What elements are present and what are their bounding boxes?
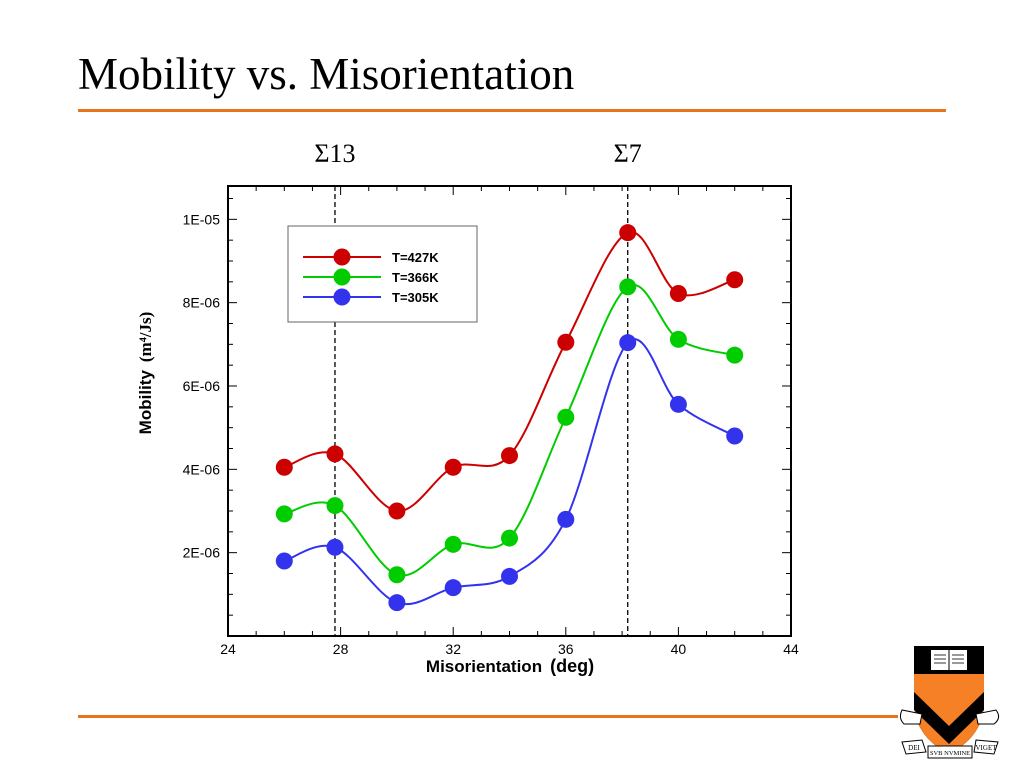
data-point bbox=[444, 458, 462, 476]
shield-chevron bbox=[914, 692, 984, 744]
x-tick-label: 40 bbox=[671, 641, 687, 657]
motto-right: VIGET bbox=[976, 744, 998, 752]
x-tick-label: 24 bbox=[220, 641, 236, 657]
legend-marker bbox=[333, 268, 351, 286]
sigma7-label: Σ7 bbox=[614, 139, 642, 168]
data-point bbox=[726, 427, 744, 445]
mobility-chart: 24 28 32 36 40 44 2E-06 4E-06 6E-06 8E-06 1E-05 Mis… bbox=[136, 139, 799, 676]
x-tick-label: 36 bbox=[558, 641, 574, 657]
data-point bbox=[275, 458, 293, 476]
data-point bbox=[326, 445, 344, 463]
series-t-305k bbox=[275, 334, 744, 612]
data-point bbox=[501, 447, 518, 465]
legend-marker bbox=[333, 288, 351, 306]
y-axis-title: Mobility bbox=[136, 370, 155, 435]
data-point bbox=[619, 278, 637, 296]
motto-left: DEI bbox=[908, 744, 920, 752]
data-point bbox=[726, 271, 744, 289]
data-point bbox=[326, 538, 344, 556]
data-point bbox=[619, 224, 637, 242]
y-tick-label: 6E-06 bbox=[183, 378, 221, 394]
data-point bbox=[669, 395, 687, 413]
series-t-427k bbox=[275, 224, 744, 520]
series-line bbox=[284, 283, 735, 577]
y-axis-label: Mobility (m⁴/Js) bbox=[136, 312, 155, 435]
ribbon-left bbox=[899, 709, 923, 725]
data-point bbox=[669, 285, 687, 302]
y-tick-label: 4E-06 bbox=[183, 461, 221, 477]
x-axis-unit: (deg) bbox=[550, 656, 594, 676]
title-divider bbox=[78, 109, 946, 112]
ribbon-right bbox=[975, 709, 1000, 725]
slide-title: Mobility vs. Misorientation bbox=[78, 49, 575, 99]
data-point bbox=[557, 408, 575, 426]
data-point bbox=[388, 566, 406, 584]
data-point bbox=[501, 567, 518, 585]
footer-divider bbox=[78, 715, 898, 718]
series-line bbox=[283, 338, 736, 606]
series-line bbox=[283, 231, 736, 513]
x-axis-title: Misorientation bbox=[426, 657, 542, 676]
y-axis-unit: (m⁴/Js) bbox=[136, 312, 155, 362]
legend-label: T=427K bbox=[392, 250, 439, 265]
x-axis-label: Misorientation (deg) bbox=[426, 656, 594, 676]
data-point bbox=[275, 552, 293, 570]
data-point bbox=[326, 497, 344, 515]
data-point bbox=[388, 502, 406, 520]
data-point bbox=[557, 333, 575, 351]
y-tick-label: 1E-05 bbox=[183, 211, 221, 227]
x-tick-label: 44 bbox=[783, 641, 799, 657]
data-point bbox=[388, 594, 406, 612]
y-tick-label: 2E-06 bbox=[183, 545, 221, 561]
x-tick-label: 28 bbox=[333, 641, 349, 657]
princeton-shield-icon: DEI SVB NVMINE VIGET bbox=[899, 646, 1000, 759]
chart-panel: 24 28 32 36 40 44 2E-06 4E-06 6E-06 8E-06 1E-05 Mis… bbox=[128, 128, 808, 688]
data-point bbox=[275, 505, 293, 523]
sigma13-label: Σ13 bbox=[314, 139, 355, 168]
legend-box bbox=[287, 225, 478, 323]
y-tick-label: 8E-06 bbox=[183, 295, 221, 311]
legend-label: T=305K bbox=[392, 290, 439, 305]
legend-marker bbox=[333, 248, 351, 266]
data-point bbox=[444, 535, 462, 553]
data-point bbox=[726, 346, 744, 364]
legend-label: T=366K bbox=[392, 270, 439, 285]
data-point bbox=[501, 529, 518, 547]
shield-field bbox=[914, 674, 984, 754]
data-point bbox=[557, 510, 575, 528]
data-point bbox=[669, 330, 687, 348]
series-t-366k bbox=[275, 278, 744, 584]
x-tick-label: 32 bbox=[445, 641, 461, 657]
motto-center: SVB NVMINE bbox=[930, 750, 970, 757]
data-point bbox=[619, 334, 637, 352]
data-point bbox=[444, 579, 462, 597]
